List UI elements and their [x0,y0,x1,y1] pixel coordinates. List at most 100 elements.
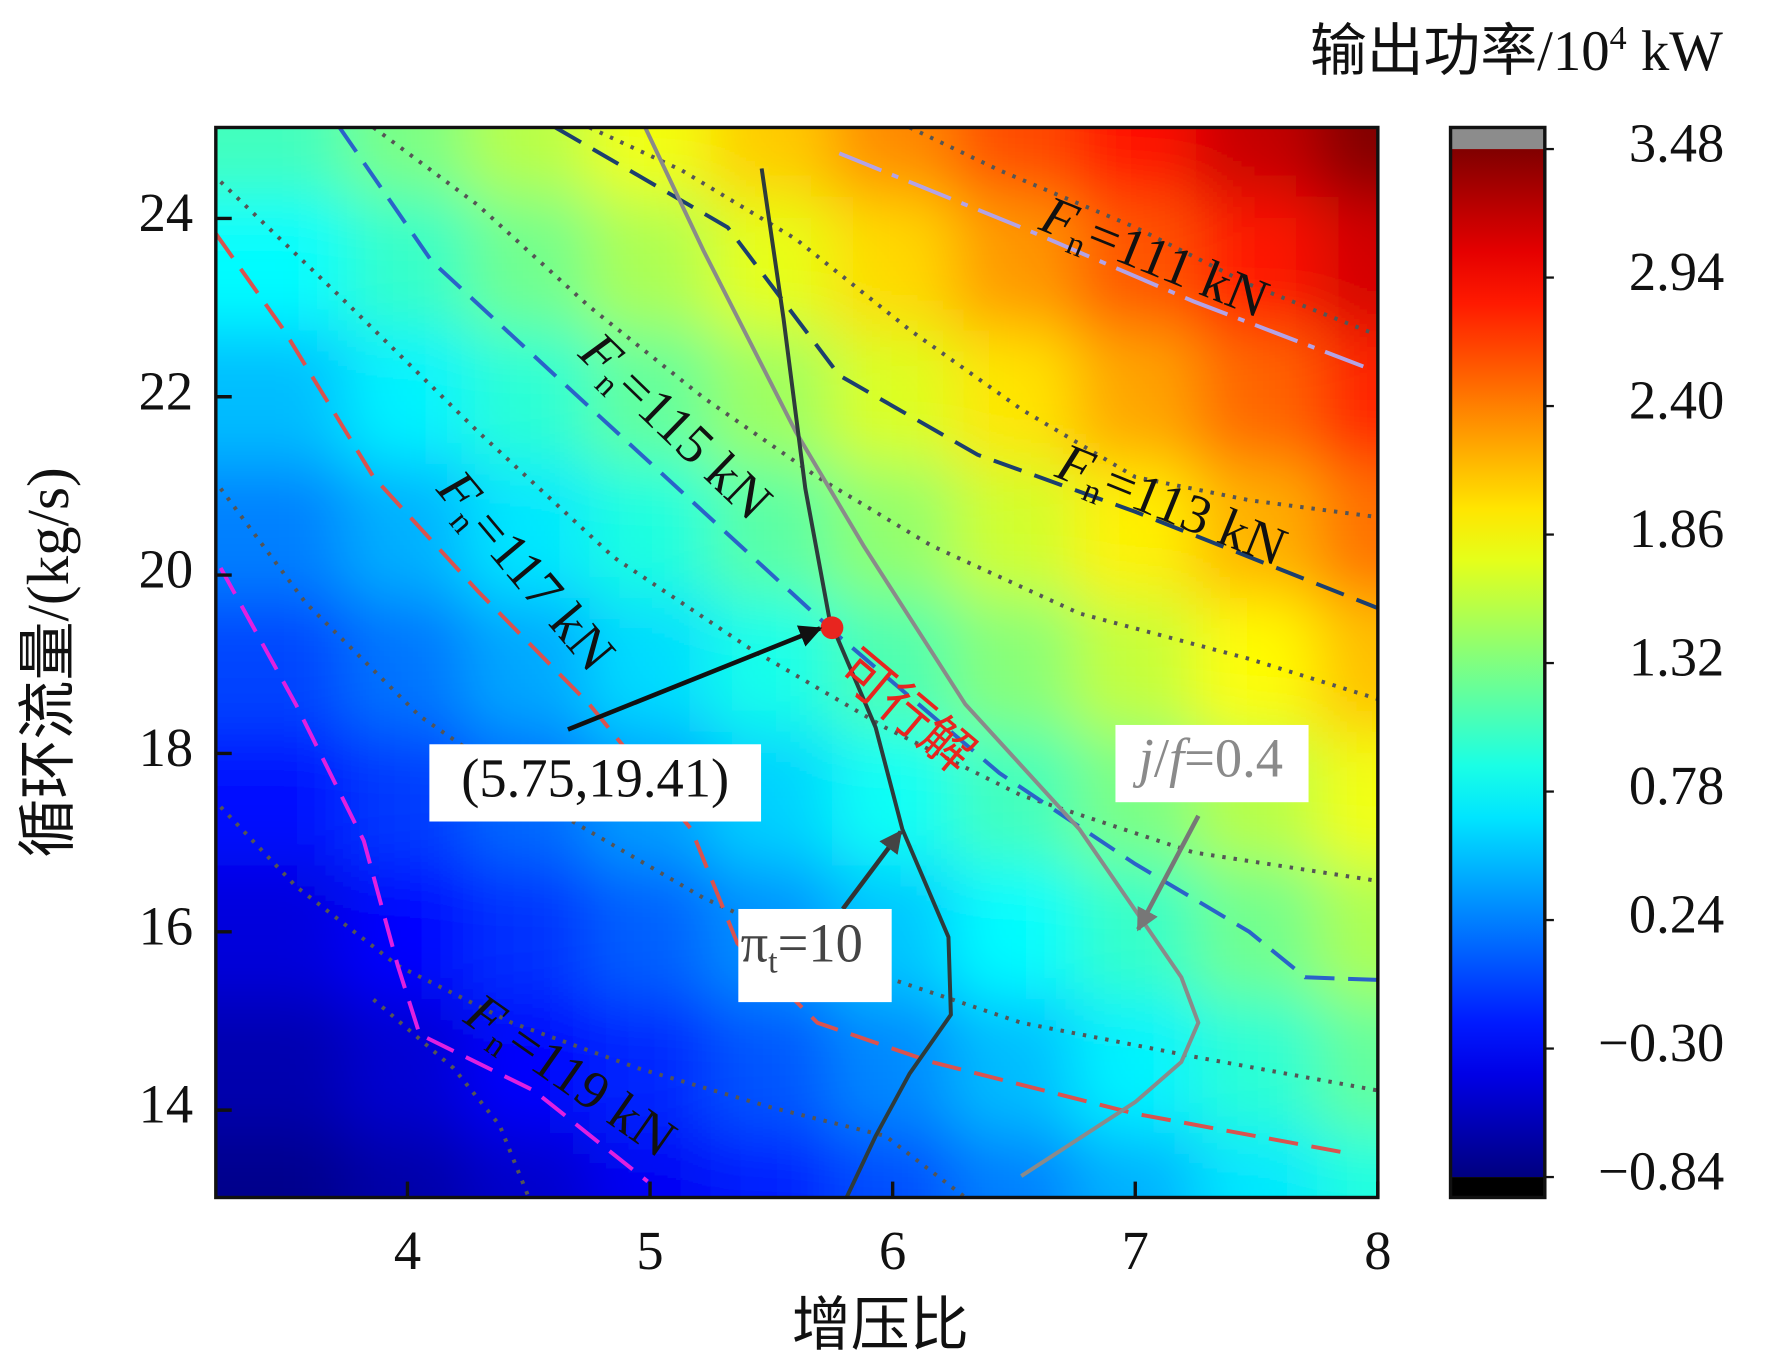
heat-cell [1317,196,1378,331]
heat-cell [215,196,348,331]
heat-cell [1317,463,1378,598]
heat-cell [1317,127,1378,197]
unit: kW [1627,20,1724,83]
y-tick-label: 14 [139,1074,194,1135]
heat-cell [215,597,348,732]
heat-cell [215,463,348,598]
y-tick-label: 22 [139,360,194,421]
heat-cell [1195,1132,1318,1198]
pi-label: πt=10 [741,912,863,980]
subscript: t [768,943,778,980]
solution-point [820,616,844,640]
heat-cell [953,998,1076,1133]
heat-cell [1317,1132,1378,1198]
heat-cell [832,127,954,197]
heat-cell [215,998,348,1133]
heat-cell [589,463,712,598]
heat-cell [346,329,469,465]
power-contour [219,487,1378,1093]
heat-cell [710,329,833,465]
heat-cell [1074,329,1197,465]
x-tick-label: 6 [879,1220,906,1281]
heat-cell [953,1132,1076,1198]
heat-cell [468,1132,590,1198]
heat-cell [215,1132,348,1198]
contour-lines [215,127,1378,1198]
colorbar-tick-label: −0.30 [1598,1012,1724,1073]
colorbar-tick-label: 3.48 [1629,113,1724,174]
superscript: 4 [1610,20,1627,57]
x-tick-label: 8 [1364,1220,1391,1281]
y-axis-title: 循环流量/(kg/s) [15,467,81,857]
colorbar-tick-label: 0.24 [1629,884,1724,945]
heat-cell [1195,127,1318,197]
heat-cell [710,1132,833,1198]
heat-cell [589,597,712,732]
heat-cell [589,864,712,1000]
heat-cell [215,731,348,866]
colorbar-tick-label: −0.84 [1598,1141,1724,1202]
colorbar-tick-label: 2.40 [1629,370,1724,431]
colorbar [1450,149,1545,1178]
heat-cell [1195,329,1318,465]
jf-label: j/f=0.4 [1133,727,1283,788]
x-axis-title: 增压比 [792,1292,969,1358]
thrust-contour [218,567,649,1183]
heat-cell [832,329,954,465]
y-tick-label: 18 [139,717,194,778]
power-contour [219,180,1378,883]
power-contour [219,805,967,1198]
label-box [429,744,762,822]
label-text: =0.4 [1184,727,1283,788]
heat-cell [1074,864,1197,1000]
heat-cell [468,864,590,1000]
arrow [841,829,903,911]
colorbar-cap [1450,127,1545,150]
heat-cell [346,196,469,331]
heat-cell [1195,864,1318,1000]
arrow [567,625,823,732]
heat-cell [589,329,712,465]
heat-cell [710,998,833,1133]
heat-cell [953,864,1076,1000]
heat-cell [1317,998,1378,1133]
colorbar-title: 输出功率/104 kW [1310,20,1723,83]
heat-cell [468,196,590,331]
heat-cell [215,127,348,197]
heat-cell [953,597,1076,732]
heat-cell [1074,196,1197,331]
label-box [738,908,892,1003]
colorbar-tick-label: 2.94 [1629,241,1724,302]
slash: / [1154,727,1170,788]
axes: 4 5 6 7 8 14 16 18 20 22 24 3.48 2.94 2.40 1.86 1.32 0.7… [139,113,1725,1281]
heat-cell [468,127,590,197]
heat-cell [953,463,1076,598]
heat-cell [832,463,954,598]
heat-cell [1195,998,1318,1133]
heat-cell [589,196,712,331]
pi-line [759,168,953,1198]
heat-cell [468,597,590,732]
heat-cell [953,329,1076,465]
thrust-contour [838,151,1364,369]
colorbar-frame [1448,125,1547,1200]
heat-cell [1317,731,1378,866]
heat-cell [215,864,348,1000]
power-contour [908,127,1378,338]
colorbar-tick-label: 1.86 [1629,498,1724,559]
x-tick-label: 7 [1122,1220,1149,1281]
power-contour [372,127,1378,701]
heat-cell [953,731,1076,866]
thrust-contour [215,232,1347,1155]
heat-cell [589,127,712,197]
thrust-contour [337,127,1378,982]
heat-cell [953,127,1076,197]
colorbar-cap [1450,1177,1545,1198]
colorbar-tick-label: 1.32 [1629,627,1724,688]
symbol: π [741,912,769,973]
symbol: j [1133,727,1154,788]
heat-cell [1074,463,1197,598]
label-text: =10 [778,912,863,973]
jf-line [643,127,1201,1178]
heat-cell [346,864,469,1000]
